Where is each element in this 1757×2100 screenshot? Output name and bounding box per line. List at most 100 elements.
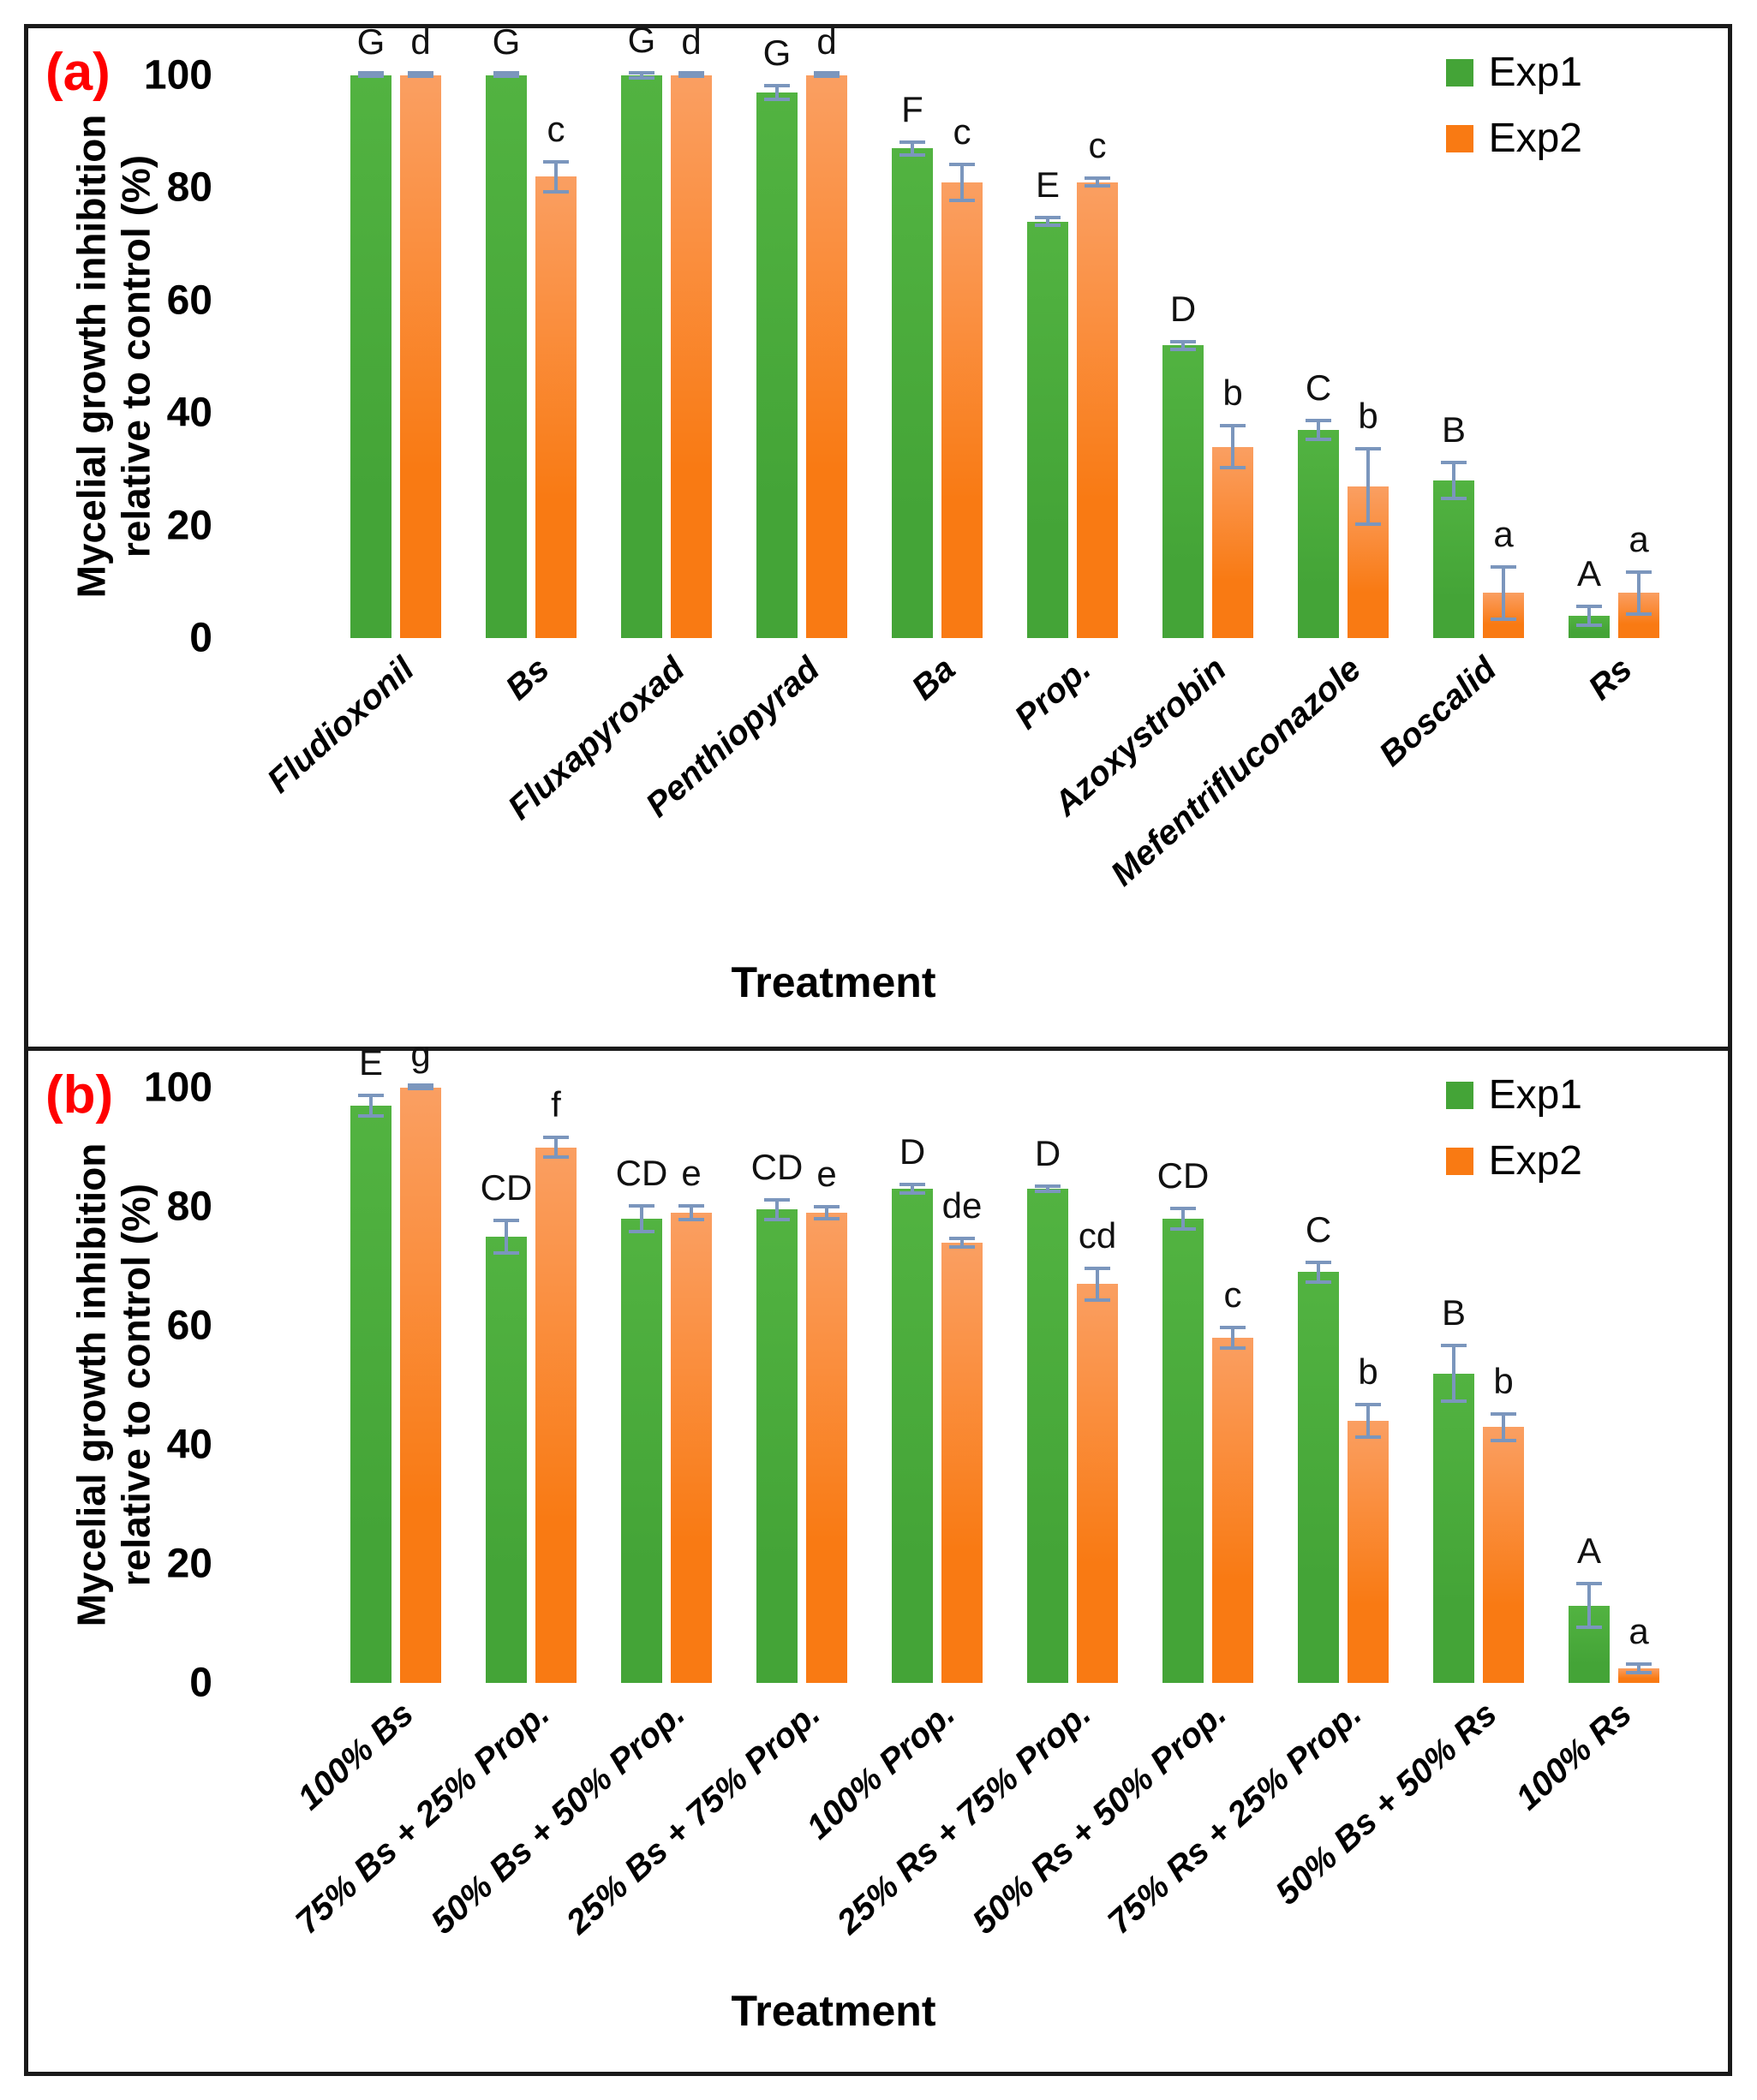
error-bar xyxy=(1170,1207,1196,1231)
significance-letter: d xyxy=(410,21,431,62)
significance-letter: a xyxy=(1629,1610,1649,1651)
legend-item-exp2: Exp2 xyxy=(1445,115,1582,162)
error-bar xyxy=(814,1204,840,1220)
significance-letter: c xyxy=(1223,1274,1242,1315)
error-bar xyxy=(1306,1260,1331,1285)
error-bar xyxy=(1491,564,1516,622)
bar-group-exp1: G xyxy=(486,21,527,638)
significance-letter: c xyxy=(953,110,971,152)
panel-a: (a) Mycelial growth inhibition relative … xyxy=(28,20,1728,1047)
error-bar xyxy=(543,159,569,194)
error-bar xyxy=(764,1197,790,1222)
category-label: 100% Rs xyxy=(1509,1695,1640,1817)
bar-group-exp1: A xyxy=(1569,75,1610,638)
category-label: Prop. xyxy=(1007,650,1098,737)
bar-group-exp1: G xyxy=(756,33,798,638)
bar-exp1 xyxy=(756,92,798,638)
y-axis-ticks-a: 100 80 60 40 20 0 xyxy=(28,53,285,661)
bar-group-exp2: b xyxy=(1483,1088,1524,1683)
significance-letter: G xyxy=(762,32,792,73)
exp2-color-swatch xyxy=(1445,124,1473,152)
error-bar xyxy=(1170,339,1196,351)
legend-item-exp1: Exp1 xyxy=(1445,1071,1582,1119)
error-bar xyxy=(408,71,433,79)
bar-group-exp1: C xyxy=(1298,1088,1339,1683)
error-bar xyxy=(1441,1343,1467,1404)
significance-letter: e xyxy=(816,1153,837,1194)
bar-group-exp2: b xyxy=(1348,75,1389,638)
error-bar xyxy=(629,1203,654,1234)
significance-letter: a xyxy=(1629,519,1649,560)
y-axis-ticks-b: 100 80 60 40 20 0 xyxy=(28,1065,285,1706)
significance-letter: C xyxy=(1305,367,1332,408)
exp1-color-swatch xyxy=(1445,1081,1473,1109)
bar-group-exp2: d xyxy=(671,21,712,638)
significance-letter: b xyxy=(1493,1360,1514,1401)
error-bar xyxy=(1035,216,1061,228)
bar-exp1 xyxy=(350,75,391,638)
error-bar xyxy=(678,1203,704,1222)
bar-group-exp2: c xyxy=(1077,75,1118,638)
category-label: 100% Bs xyxy=(290,1695,421,1817)
bar-exp1 xyxy=(1298,429,1339,638)
category-label: 25% Rs + 75% Prop. xyxy=(829,1695,1098,1942)
bar-exp2 xyxy=(671,75,712,638)
significance-letter: G xyxy=(627,20,656,61)
bar-group-exp1: G xyxy=(350,21,391,638)
y-tick-label: 60 xyxy=(166,277,212,324)
bar-group-exp1: CD xyxy=(481,1088,532,1683)
bar-group-exp2: a xyxy=(1618,75,1659,638)
bar-group-exp2: a xyxy=(1483,75,1524,638)
significance-letter: g xyxy=(410,1034,431,1075)
bar-group-exp2: f xyxy=(535,1084,577,1683)
bar-exp1 xyxy=(1027,1189,1068,1683)
bar-exp1 xyxy=(1027,221,1068,638)
category-2: CD f 75% Bs + 25% Prop. xyxy=(289,1084,599,1942)
bar-exp2 xyxy=(941,1242,983,1683)
bar-group-exp1: E xyxy=(1027,75,1068,638)
bar-group-exp1: G xyxy=(621,20,662,638)
category-label: 75% Rs + 25% Prop. xyxy=(1100,1695,1369,1942)
error-bar xyxy=(1491,1411,1516,1442)
bar-exp1 xyxy=(621,1218,662,1683)
bar-exp2 xyxy=(671,1212,712,1683)
bar-group-exp1: C xyxy=(1298,75,1339,638)
bar-exp2 xyxy=(806,1212,847,1683)
category-label: Fludioxonil xyxy=(260,650,421,801)
y-tick-label: 40 xyxy=(166,1422,212,1468)
legend-item-exp1: Exp1 xyxy=(1445,49,1582,96)
bar-exp2 xyxy=(1483,1427,1524,1683)
bar-exp1 xyxy=(621,75,662,638)
error-bar xyxy=(1355,446,1381,526)
bar-group-exp1: A xyxy=(1569,1088,1610,1683)
error-bar xyxy=(1576,604,1602,627)
significance-letter: b xyxy=(1358,1351,1378,1393)
bar-group-exp1: D xyxy=(892,1088,933,1683)
significance-letter: A xyxy=(1576,552,1602,594)
bar-group-exp2: e xyxy=(806,1088,847,1683)
significance-letter: D xyxy=(899,1131,926,1172)
y-tick-label: 80 xyxy=(166,164,212,211)
significance-letter: b xyxy=(1358,395,1378,436)
significance-letter: de xyxy=(941,1184,983,1226)
significance-letter: E xyxy=(1035,164,1061,206)
error-bar xyxy=(1085,176,1110,188)
significance-letter: c xyxy=(547,108,565,149)
bar-group-exp2: c xyxy=(941,75,983,638)
bar-group-exp1: E xyxy=(350,1042,391,1683)
category-label: 75% Bs + 25% Prop. xyxy=(288,1695,557,1942)
category-label: Ba xyxy=(904,650,963,707)
x-axis-title-a: Treatment xyxy=(731,958,936,1006)
legend-label-exp2: Exp2 xyxy=(1488,116,1582,161)
significance-letter: G xyxy=(492,21,521,62)
bar-exp1 xyxy=(350,1105,391,1683)
bar-exp1 xyxy=(1162,345,1204,638)
error-bar xyxy=(629,71,654,80)
